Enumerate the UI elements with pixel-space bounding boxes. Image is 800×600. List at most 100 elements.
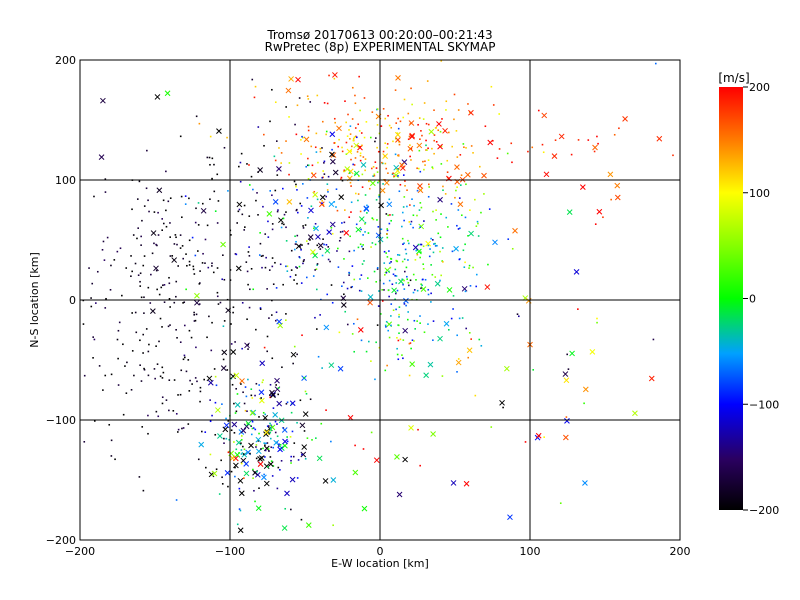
data-point bbox=[382, 183, 384, 185]
data-point bbox=[315, 437, 317, 439]
data-point bbox=[192, 268, 195, 271]
data-point bbox=[239, 509, 242, 512]
data-point bbox=[323, 162, 325, 164]
data-point bbox=[305, 276, 308, 279]
data-point bbox=[456, 334, 458, 337]
data-point bbox=[239, 180, 242, 183]
data-point bbox=[125, 267, 128, 269]
data-point bbox=[336, 209, 339, 212]
data-point bbox=[381, 161, 383, 164]
data-point bbox=[255, 328, 257, 331]
data-point bbox=[223, 437, 225, 440]
data-point bbox=[248, 306, 251, 309]
data-point bbox=[194, 319, 197, 322]
data-point bbox=[380, 228, 383, 231]
data-point bbox=[463, 146, 465, 149]
data-point bbox=[321, 147, 323, 149]
data-point bbox=[422, 245, 425, 248]
data-point bbox=[269, 427, 272, 430]
data-point bbox=[208, 156, 211, 159]
data-point bbox=[490, 85, 493, 88]
data-point bbox=[378, 290, 380, 292]
data-point bbox=[147, 432, 149, 435]
data-point bbox=[262, 379, 264, 381]
data-point bbox=[341, 230, 344, 233]
data-point bbox=[240, 435, 243, 437]
data-point bbox=[169, 222, 171, 224]
data-point bbox=[199, 390, 202, 393]
data-point bbox=[307, 178, 310, 180]
data-point bbox=[156, 288, 158, 291]
data-point bbox=[286, 436, 288, 438]
data-point bbox=[412, 291, 415, 294]
data-point bbox=[250, 388, 253, 390]
data-point bbox=[121, 294, 123, 297]
data-point bbox=[157, 211, 159, 214]
data-point bbox=[296, 234, 299, 237]
data-point bbox=[427, 323, 429, 325]
data-point bbox=[277, 387, 280, 389]
data-point-cross bbox=[220, 365, 227, 371]
data-point bbox=[234, 466, 236, 469]
data-point bbox=[176, 431, 179, 433]
data-point bbox=[304, 390, 307, 393]
data-point bbox=[371, 242, 374, 244]
data-point-cross bbox=[243, 461, 250, 467]
data-point bbox=[322, 238, 324, 240]
data-point bbox=[281, 222, 283, 225]
data-point bbox=[268, 317, 270, 319]
data-point bbox=[241, 347, 243, 350]
data-point bbox=[198, 283, 201, 285]
data-point bbox=[427, 123, 430, 126]
data-point bbox=[672, 154, 674, 157]
data-point bbox=[388, 250, 390, 252]
y-tick-label: −200 bbox=[46, 534, 76, 547]
data-point bbox=[227, 190, 229, 192]
data-point bbox=[277, 466, 280, 469]
data-point bbox=[103, 259, 106, 261]
data-point bbox=[397, 175, 399, 177]
data-point bbox=[131, 208, 133, 211]
data-point bbox=[314, 269, 316, 271]
data-point bbox=[221, 483, 224, 485]
data-point bbox=[374, 161, 377, 163]
x-tick-label: −100 bbox=[215, 545, 245, 558]
data-point bbox=[602, 216, 604, 219]
data-point bbox=[322, 176, 324, 179]
data-point bbox=[153, 211, 156, 213]
data-point bbox=[468, 264, 471, 267]
data-point bbox=[430, 301, 432, 303]
data-point bbox=[296, 353, 298, 356]
data-point bbox=[276, 423, 278, 425]
data-point bbox=[420, 130, 422, 132]
data-point bbox=[109, 288, 112, 291]
data-point bbox=[292, 455, 295, 458]
data-point bbox=[428, 255, 431, 258]
data-point bbox=[359, 159, 362, 162]
data-point bbox=[243, 229, 246, 231]
data-point-cross bbox=[499, 399, 505, 406]
data-point bbox=[387, 329, 390, 332]
data-point bbox=[427, 293, 430, 296]
data-point bbox=[440, 60, 443, 62]
data-point bbox=[414, 259, 417, 261]
data-point bbox=[350, 150, 352, 152]
data-point-cross bbox=[206, 375, 213, 382]
data-point bbox=[175, 499, 178, 501]
data-point bbox=[91, 282, 94, 285]
data-point bbox=[388, 336, 391, 339]
data-point bbox=[151, 252, 154, 255]
data-point bbox=[119, 247, 122, 250]
data-point bbox=[161, 402, 164, 405]
data-point-cross bbox=[164, 90, 171, 97]
data-point bbox=[169, 324, 171, 326]
data-point-cross bbox=[322, 478, 329, 484]
data-point-cross bbox=[358, 216, 365, 222]
data-point bbox=[362, 156, 365, 158]
data-point bbox=[235, 448, 238, 451]
data-point bbox=[294, 235, 296, 238]
data-point bbox=[403, 98, 406, 101]
data-point bbox=[366, 204, 368, 207]
data-point-cross bbox=[402, 327, 409, 334]
data-point bbox=[182, 302, 184, 304]
